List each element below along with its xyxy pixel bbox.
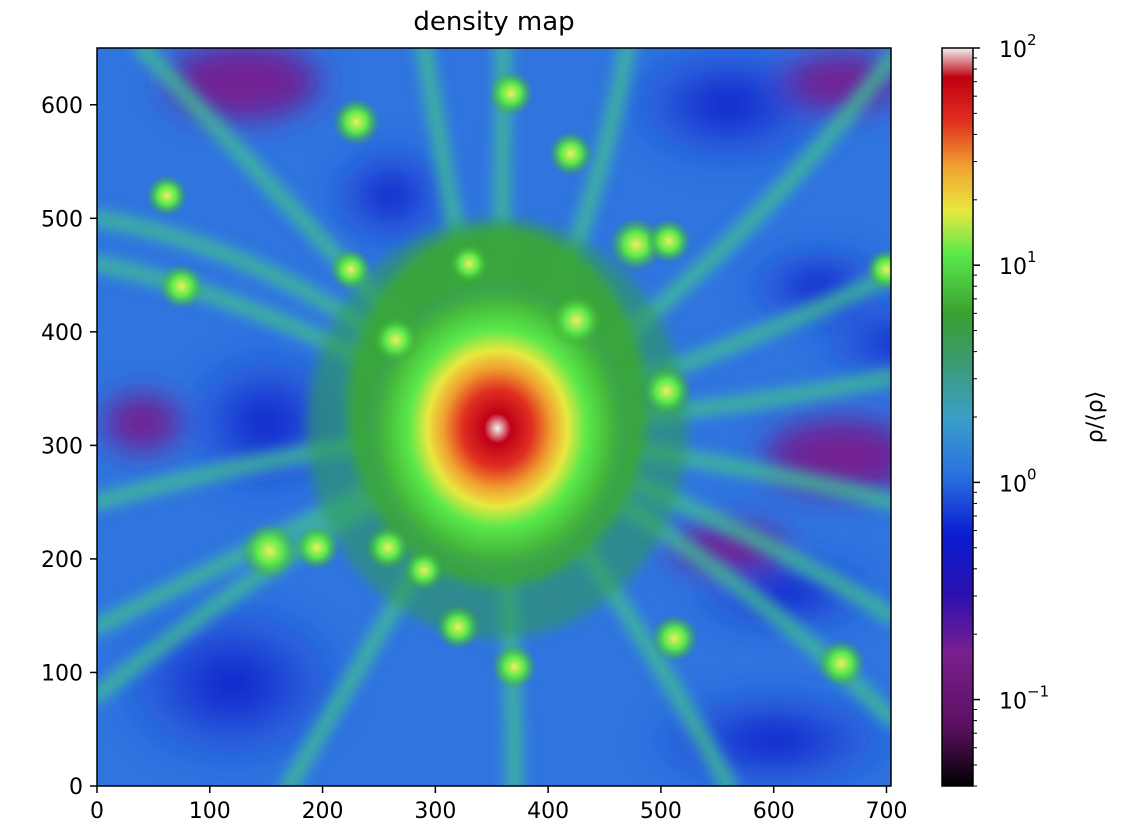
halo	[488, 70, 534, 116]
colorbar-ticks: 10−1 100 101 102	[973, 31, 1049, 787]
y-axis: 0 100 200 300 400 500 600	[41, 94, 97, 800]
halo	[448, 242, 491, 285]
halo	[641, 365, 692, 417]
colorbar-tick-label: 100	[999, 465, 1037, 497]
halo	[549, 293, 604, 348]
x-tick-label: 600	[753, 799, 795, 824]
central-peak	[362, 278, 633, 579]
plot-frame	[96, 47, 892, 787]
x-tick-label: 700	[865, 799, 907, 824]
x-tick-label: 200	[302, 799, 344, 824]
x-tick-label: 300	[414, 799, 456, 824]
colorbar-tick-label: 10−1	[999, 683, 1049, 715]
halo	[548, 131, 594, 177]
chart-title: density map	[413, 7, 574, 37]
y-tick-label: 300	[41, 434, 83, 459]
x-axis: 0 100 200 300 400 500 600 700	[90, 786, 907, 824]
colorbar-tick-label: 101	[999, 248, 1037, 280]
halo	[146, 174, 188, 217]
x-tick-label: 500	[640, 799, 682, 824]
void-region	[638, 683, 891, 786]
void-region	[807, 298, 891, 388]
halo	[650, 614, 699, 663]
density-heatmap	[97, 48, 891, 786]
halo	[435, 604, 481, 650]
colorbar: 10−1 100 101 102 ρ/⟨ρ⟩	[941, 31, 1108, 787]
halo	[159, 263, 205, 310]
halo	[240, 522, 299, 580]
halo	[403, 549, 445, 592]
halo	[646, 218, 692, 264]
heatmap-halos	[146, 70, 891, 690]
halo	[371, 315, 420, 364]
halo	[865, 248, 891, 291]
y-tick-label: 600	[41, 94, 83, 119]
x-tick-label: 0	[90, 799, 104, 824]
y-tick-label: 500	[41, 207, 83, 232]
void-region	[97, 388, 188, 457]
halo	[332, 97, 381, 146]
y-tick-label: 200	[41, 548, 83, 573]
colorbar-tick-label: 102	[999, 31, 1037, 63]
x-tick-label: 400	[527, 799, 569, 824]
halo	[365, 524, 411, 571]
halo	[329, 248, 372, 291]
x-tick-label: 100	[189, 799, 231, 824]
halo	[294, 524, 340, 571]
void-region	[322, 138, 458, 253]
y-tick-label: 400	[41, 321, 83, 346]
colorbar-gradient	[942, 48, 973, 786]
halo	[491, 644, 537, 690]
y-tick-label: 0	[69, 775, 83, 800]
colorbar-label: ρ/⟨ρ⟩	[1083, 391, 1108, 444]
y-tick-label: 100	[41, 661, 83, 686]
halo	[817, 639, 866, 688]
